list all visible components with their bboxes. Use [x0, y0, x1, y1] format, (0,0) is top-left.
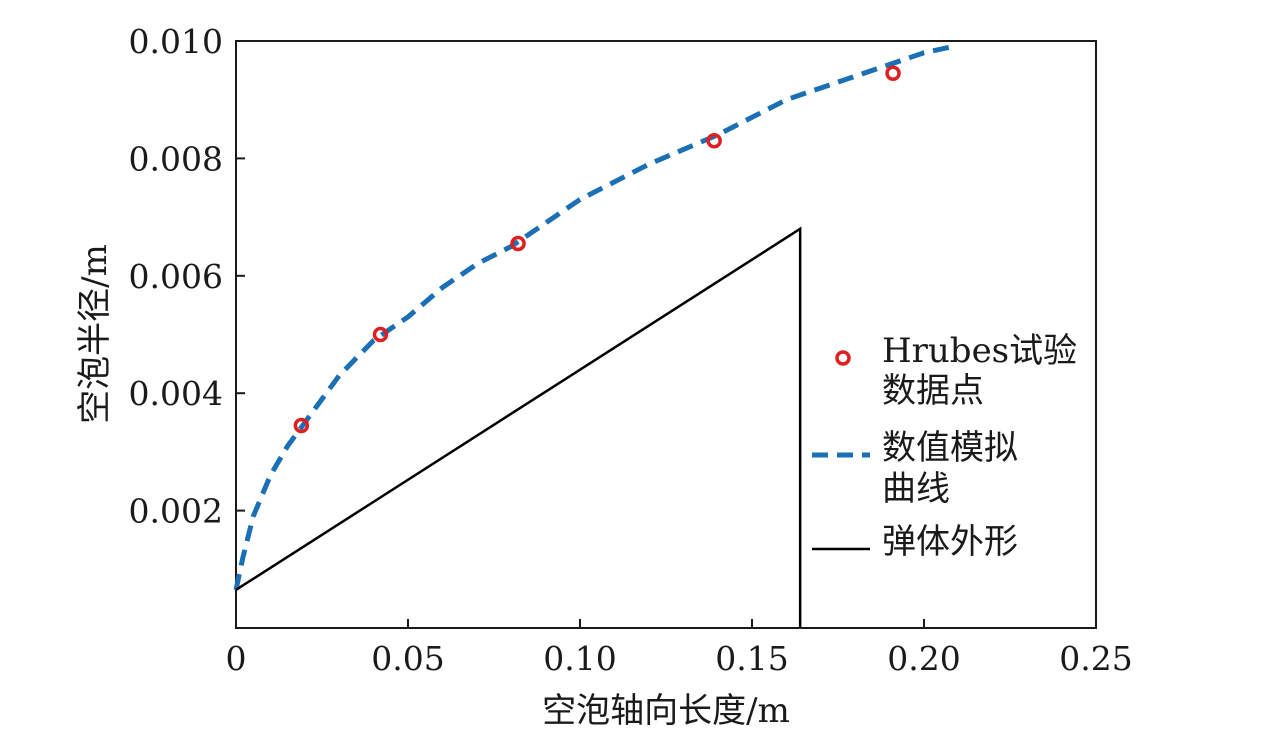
x-tick-label: 0.10: [543, 639, 616, 678]
y-tick-label: 0.004: [129, 374, 223, 413]
legend-label-dashed-line1: 数值模拟: [882, 428, 1018, 468]
projectile-outline: [235, 226, 802, 628]
legend: Hrubes试验 数据点 数值模拟 曲线 弹体外形: [812, 331, 1077, 562]
y-tick-label: 0.006: [129, 257, 223, 296]
simulation-curve: [233, 44, 953, 591]
y-axis-label: 空泡半径/m: [75, 244, 115, 424]
series-layer: [233, 44, 953, 628]
legend-marker-scatter: [835, 350, 851, 366]
x-axis-label: 空泡轴向长度/m: [542, 691, 790, 731]
x-tick-label: 0.25: [1059, 639, 1132, 678]
data-point-hrubes: [372, 326, 389, 343]
plot-frame: [235, 40, 1097, 629]
y-tick-label: 0.010: [129, 22, 223, 61]
legend-label-scatter-line1: Hrubes试验: [882, 331, 1077, 371]
y-tick-label: 0.002: [129, 492, 223, 531]
y-tick-label: 0.008: [129, 139, 223, 178]
data-point-hrubes: [885, 65, 901, 82]
x-tick-label: 0.15: [715, 639, 788, 678]
y-tick-labels: 0.002 0.004 0.006 0.008 0.010: [129, 22, 223, 531]
tick-marks: [235, 40, 1097, 628]
legend-label-dashed-line2: 曲线: [882, 469, 950, 509]
x-tick-label: 0.20: [887, 639, 960, 678]
legend-label-solid: 弹体外形: [882, 522, 1018, 562]
x-tick-label: 0.05: [371, 639, 444, 678]
x-tick-label: 0: [226, 639, 247, 678]
x-tick-labels: 0 0.05 0.10 0.15 0.20 0.25: [226, 639, 1133, 678]
data-point-hrubes: [293, 417, 310, 434]
legend-label-scatter-line2: 数据点: [882, 371, 984, 411]
data-point-hrubes: [510, 235, 526, 252]
data-point-hrubes: [706, 133, 722, 149]
